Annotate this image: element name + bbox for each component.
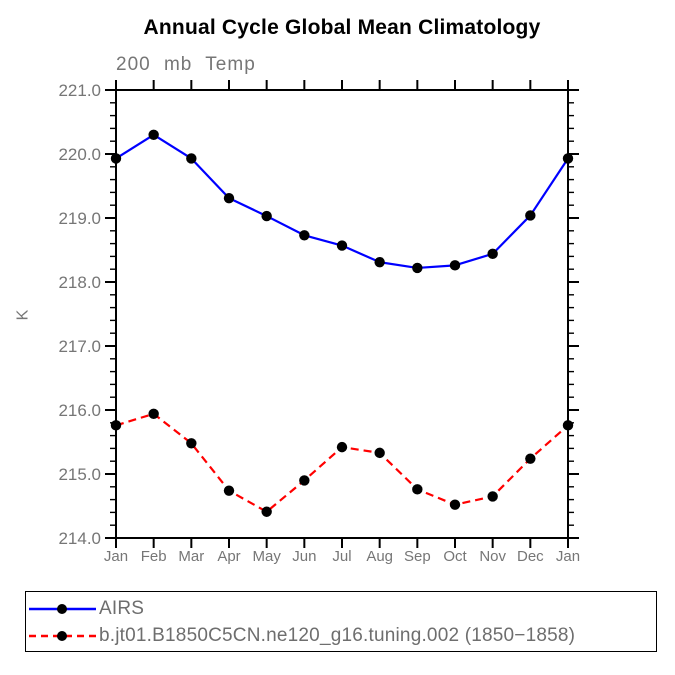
svg-text:Aug: Aug [366, 548, 393, 565]
svg-text:Apr: Apr [217, 548, 240, 565]
airs-line-marker-icon [29, 603, 96, 614]
svg-text:218.0: 218.0 [58, 273, 101, 292]
svg-text:Feb: Feb [141, 548, 167, 565]
svg-text:Jan: Jan [556, 548, 580, 565]
svg-text:Jan: Jan [104, 548, 128, 565]
svg-text:Sep: Sep [404, 548, 431, 565]
svg-text:217.0: 217.0 [58, 337, 101, 356]
svg-text:Dec: Dec [517, 548, 544, 565]
legend-item-airs: AIRS [28, 595, 656, 622]
svg-text:220.0: 220.0 [58, 145, 101, 164]
svg-text:Nov: Nov [479, 548, 506, 565]
chart-subtitle: 200 mb Temp [116, 54, 256, 75]
legend-label-airs: AIRS [99, 597, 145, 619]
svg-text:Oct: Oct [443, 548, 467, 565]
svg-text:219.0: 219.0 [58, 209, 101, 228]
svg-text:Mar: Mar [178, 548, 204, 565]
legend-label-model: b.jt01.B1850C5CN.ne120_g16.tuning.002 (1… [99, 624, 576, 646]
svg-text:216.0: 216.0 [58, 401, 101, 420]
svg-text:221.0: 221.0 [58, 81, 101, 100]
legend-item-model: b.jt01.B1850C5CN.ne120_g16.tuning.002 (1… [28, 622, 656, 649]
svg-text:May: May [252, 548, 281, 565]
svg-text:215.0: 215.0 [58, 465, 101, 484]
svg-text:Jun: Jun [292, 548, 316, 565]
chart-title: Annual Cycle Global Mean Climatology [143, 16, 541, 39]
svg-text:214.0: 214.0 [58, 529, 101, 548]
legend-box: AIRS b.jt01.B1850C5CN.ne120_g16.tuning.0… [25, 591, 657, 652]
model-line-marker-icon [29, 630, 96, 641]
svg-text:Jul: Jul [332, 548, 351, 565]
